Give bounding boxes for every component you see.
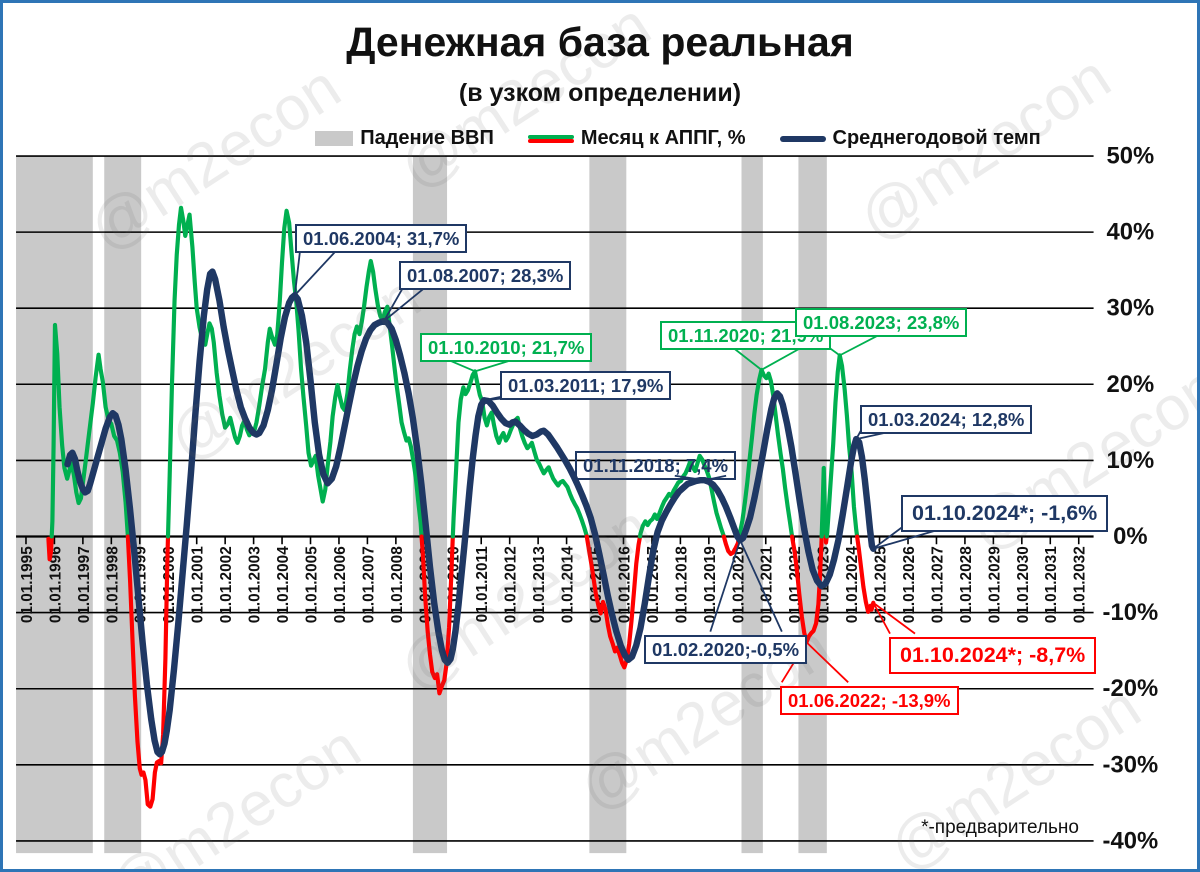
series-monthly-negative [855,534,876,614]
chart-subtitle: (в узком определении) [458,79,742,107]
x-axis-label-2001: 01.01.2001 [190,546,207,623]
series-monthly-negative [721,534,742,557]
y-axis-label-40%: 40% [1106,219,1154,246]
x-axis-label-2021: 01.01.2021 [759,546,776,623]
gdp-decline-swatch-icon [315,131,354,146]
annotation-leader-line [709,540,741,632]
annotation-01.06.2004: 01.06.2004; 31,7% [295,224,468,254]
legend-item-annual: Среднегодовой темп [779,127,1041,150]
series-monthly-negative [46,534,54,562]
y-axis-label-50%: 50% [1106,143,1154,170]
x-axis-label-2031: 01.01.2031 [1043,546,1060,623]
x-axis-label-2016: 01.01.2016 [616,546,633,623]
annotation-leader-line [872,602,891,635]
legend-item-gdp-decline: Падение ВВП [315,127,494,150]
y-axis-label--20%: -20% [1103,675,1159,702]
annotation-leader-line [731,345,763,371]
series-annual [64,268,877,758]
annotation-leader-line [872,526,903,550]
y-axis-label-0%: 0% [1113,523,1147,550]
x-axis-label-2027: 01.01.2027 [929,546,946,623]
x-axis-label-2011: 01.01.2011 [474,546,491,623]
series-monthly-negative [789,534,824,645]
series-monthly-negative [584,534,643,670]
x-axis-label-1995: 01.01.1995 [19,546,36,623]
legend-label: Месяц к АППГ, % [580,127,746,149]
x-axis-label-2012: 01.01.2012 [503,546,520,623]
chart-title: Денежная база реальная [346,19,854,65]
x-axis-label-2032: 01.01.2032 [1072,546,1089,623]
annotation-01.08.2007: 01.08.2007; 28,3% [399,261,572,291]
x-axis-label-1997: 01.01.1997 [76,546,93,623]
x-axis-label-2026: 01.01.2026 [901,546,918,623]
x-axis-label-2028: 01.01.2028 [958,546,975,623]
y-axis-label--30%: -30% [1103,751,1159,778]
gdp-decline-band [589,155,627,854]
annotation-01.10.2024: 01.10.2024*; -1,6% [901,495,1109,532]
legend-label: Среднегодовой темп [832,127,1041,149]
annotation-01.11.2018: 01.11.2018; 7,4% [575,451,737,481]
y-axis-label--10%: -10% [1103,599,1159,626]
series-monthly-positive [819,465,828,539]
legend-item-monthly: Месяц к АППГ, % [527,127,746,150]
x-axis-label-1996: 01.01.1996 [47,546,64,623]
x-axis-label-2030: 01.01.2030 [1015,546,1032,623]
annotation-leader-line [383,286,405,322]
x-axis-label-2003: 01.01.2003 [247,546,264,623]
y-axis-label-10%: 10% [1106,447,1154,474]
x-axis-label-2018: 01.01.2018 [673,546,690,623]
series-monthly-negative [419,534,455,696]
series-monthly-positive [49,322,130,539]
annotation-leader-line [383,286,427,322]
annotation-leader-line [839,332,882,357]
series-monthly-positive [824,353,860,539]
footnote-preliminary: *-предварительно [921,817,1079,838]
x-axis-label-1998: 01.01.1998 [104,546,121,623]
x-axis-label-2000: 01.01.2000 [161,546,178,623]
y-axis-label-30%: 30% [1106,295,1154,322]
annotation-01.03.2011: 01.03.2011; 17,9% [500,371,672,401]
series-monthly-positive [737,367,795,539]
x-axis-label-2004: 01.01.2004 [275,546,292,623]
annotation-01.10.2024: 01.10.2024*; -8,7% [889,637,1097,674]
annotation-01.08.2023: 01.08.2023; 23,8% [795,308,968,338]
monthly-line-swatch-icon [527,134,574,143]
annotation-leader-line [872,602,916,635]
x-axis-label-2013: 01.01.2013 [531,546,548,623]
annotation-01.06.2022: 01.06.2022; -13,9% [780,686,959,716]
y-axis-label-20%: 20% [1106,371,1154,398]
annotation-01.02.2020: 01.02.2020;-0,5% [644,635,808,665]
x-axis-label-2025: 01.01.2025 [873,546,890,623]
x-axis-label-2002: 01.01.2002 [218,546,235,623]
legend-label: Падение ВВП [360,127,494,149]
annotation-leader-line [294,249,338,296]
x-axis-label-2005: 01.01.2005 [303,546,320,623]
x-axis-label-2029: 01.01.2029 [986,546,1003,623]
annual-line-swatch-icon [779,135,826,142]
annotation-leader-line [739,539,783,633]
x-axis-label-2008: 01.01.2008 [389,546,406,623]
x-axis-label-2019: 01.01.2019 [702,546,719,623]
x-axis-label-2020: 01.01.2020 [730,546,747,623]
x-axis-label-2014: 01.01.2014 [560,546,577,623]
annotation-leader-line [293,250,301,296]
annotation-leader-line [805,641,849,683]
annotation-01.10.2010: 01.10.2010; 21,7% [420,333,593,363]
legend: Падение ВВП Месяц к АППГ, % Среднегодово… [153,127,1197,150]
x-axis-label-2007: 01.01.2007 [360,546,377,623]
annotation-leader-line [761,345,804,371]
y-axis-label--40%: -40% [1103,827,1159,854]
series-monthly-positive [165,205,424,539]
annotation-01.03.2024: 01.03.2024; 12,8% [860,405,1033,435]
gdp-decline-band [104,155,142,854]
x-axis-label-2024: 01.01.2024 [844,546,861,623]
x-axis-label-2006: 01.01.2006 [332,546,349,623]
